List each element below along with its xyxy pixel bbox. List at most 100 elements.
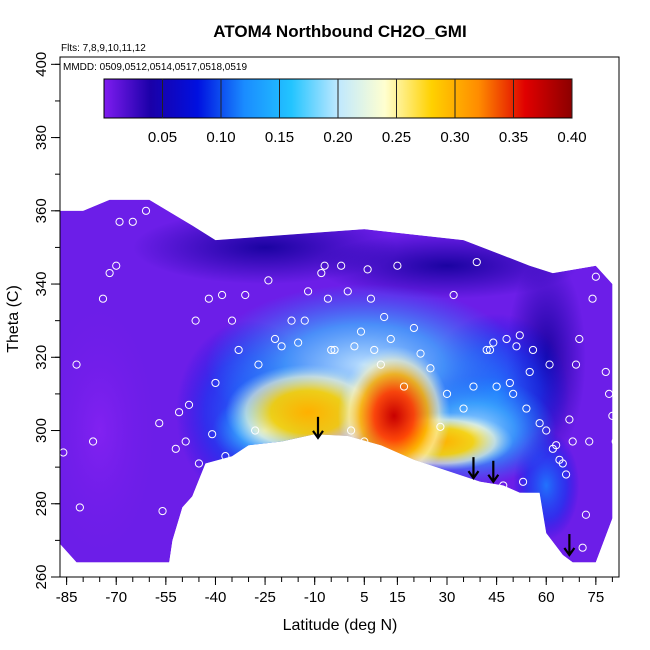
obs-point-23 bbox=[227, 316, 237, 325]
obs-point-71 bbox=[512, 342, 521, 351]
obs-point-59 bbox=[449, 290, 458, 300]
obs-point-35 bbox=[317, 268, 326, 278]
obs-point-21 bbox=[217, 290, 227, 300]
obs-point-33 bbox=[300, 316, 309, 325]
obs-point-46 bbox=[363, 265, 372, 274]
y-tick-label-0: 260 bbox=[33, 564, 50, 589]
obs-point-9 bbox=[141, 206, 151, 215]
obs-point-94 bbox=[595, 239, 604, 248]
obs-point-74 bbox=[522, 404, 531, 413]
y-tick-label-1: 280 bbox=[33, 491, 50, 516]
obs-point-1 bbox=[72, 360, 81, 369]
obs-point-47 bbox=[366, 294, 376, 303]
x-tick-label-10: 60 bbox=[538, 589, 555, 606]
obs-point-77 bbox=[535, 419, 544, 428]
obs-point-6 bbox=[112, 261, 121, 270]
x-tick-label-11: 75 bbox=[588, 589, 605, 606]
obs-point-19 bbox=[208, 430, 217, 439]
obs-point-42 bbox=[346, 426, 356, 435]
obs-point-98 bbox=[608, 411, 617, 420]
obs-point-36 bbox=[320, 261, 329, 270]
y-tick-label-5: 360 bbox=[33, 198, 50, 223]
arrow-1 bbox=[467, 457, 480, 481]
obs-point-81 bbox=[552, 441, 561, 450]
obs-point-11 bbox=[158, 506, 167, 516]
obs-point-48 bbox=[370, 345, 379, 355]
x-tick-label-9: 45 bbox=[488, 589, 505, 606]
obs-point-85 bbox=[565, 415, 574, 424]
colorbar-tick-label-1: 0.10 bbox=[206, 129, 235, 146]
obs-point-87 bbox=[571, 360, 581, 369]
obs-point-55 bbox=[416, 349, 425, 358]
obs-point-66 bbox=[492, 382, 501, 391]
x-tick-label-0: -85 bbox=[56, 589, 78, 606]
y-tick-label-4: 340 bbox=[33, 272, 50, 297]
colorbar-tick-label-2: 0.15 bbox=[265, 129, 294, 146]
x-tick-label-2: -55 bbox=[155, 589, 177, 606]
obs-point-30 bbox=[277, 342, 286, 351]
obs-point-67 bbox=[499, 481, 508, 490]
x-tick-label-6: 5 bbox=[360, 589, 368, 606]
obs-point-62 bbox=[472, 257, 481, 267]
obs-point-18 bbox=[204, 294, 213, 303]
obs-point-20 bbox=[211, 378, 220, 388]
obs-point-88 bbox=[575, 334, 584, 344]
plot-frame bbox=[59, 56, 620, 578]
obs-point-38 bbox=[327, 345, 336, 355]
x-tick-label-7: 15 bbox=[389, 589, 406, 606]
colorbar-tick-label-5: 0.30 bbox=[440, 129, 469, 146]
obs-point-26 bbox=[251, 426, 260, 435]
obs-point-27 bbox=[254, 360, 263, 369]
colorbar-tick-label-6: 0.35 bbox=[499, 129, 528, 146]
arrow-2 bbox=[487, 460, 500, 484]
obs-point-60 bbox=[459, 404, 468, 413]
field-blob-0 bbox=[60, 284, 166, 563]
flight-arrows bbox=[312, 416, 576, 557]
obs-point-5 bbox=[105, 268, 114, 278]
obs-point-64 bbox=[485, 345, 495, 355]
obs-point-8 bbox=[128, 217, 137, 226]
obs-point-68 bbox=[502, 334, 511, 344]
obs-point-93 bbox=[591, 272, 600, 281]
obs-point-61 bbox=[469, 382, 478, 391]
colorbar: 0.05 0.10 0.15 0.20 0.25 0.30 0.35 0.40 bbox=[103, 78, 587, 146]
obs-point-31 bbox=[287, 316, 296, 325]
obs-point-72 bbox=[515, 331, 524, 340]
obs-point-37 bbox=[323, 294, 333, 303]
x-tick-label-5: -10 bbox=[304, 589, 326, 606]
obs-point-28 bbox=[264, 276, 273, 285]
obs-point-97 bbox=[604, 389, 614, 399]
obs-point-41 bbox=[343, 287, 352, 296]
obs-point-12 bbox=[171, 444, 180, 453]
obs-point-89 bbox=[578, 543, 587, 552]
obs-point-96 bbox=[601, 367, 610, 377]
obs-point-78 bbox=[542, 426, 551, 435]
x-tick-label-8: 30 bbox=[439, 589, 456, 606]
y-tick-label-7: 400 bbox=[33, 52, 50, 77]
obs-point-40 bbox=[337, 261, 346, 270]
obs-point-17 bbox=[194, 459, 204, 468]
y-tick-label-2: 300 bbox=[33, 418, 50, 443]
colorbar-tick-label-0: 0.05 bbox=[148, 129, 177, 146]
x-axis: -85 -70 -55 -40 -25 -10 5 15 30 45 60 75 bbox=[56, 577, 613, 606]
obs-point-53 bbox=[399, 382, 409, 391]
obs-point-69 bbox=[505, 378, 514, 388]
obs-point-44 bbox=[356, 327, 366, 336]
obs-point-86 bbox=[568, 437, 577, 446]
chart-title: ATOM4 Northbound CH2O_GMI bbox=[213, 22, 466, 41]
obs-point-56 bbox=[426, 364, 435, 373]
obs-point-10 bbox=[155, 419, 164, 428]
y-tick-label-3: 320 bbox=[33, 345, 50, 370]
obs-point-13 bbox=[174, 408, 184, 417]
obs-point-99 bbox=[611, 437, 619, 446]
obs-point-2 bbox=[75, 503, 84, 512]
obs-point-63 bbox=[482, 345, 491, 355]
observation-points bbox=[60, 206, 619, 552]
obs-point-58 bbox=[442, 389, 452, 399]
obs-point-34 bbox=[303, 287, 313, 296]
obs-point-79 bbox=[545, 360, 554, 369]
obs-point-65 bbox=[489, 338, 498, 347]
colorbar-tick-label-4: 0.25 bbox=[382, 129, 411, 146]
obs-point-29 bbox=[270, 334, 280, 344]
